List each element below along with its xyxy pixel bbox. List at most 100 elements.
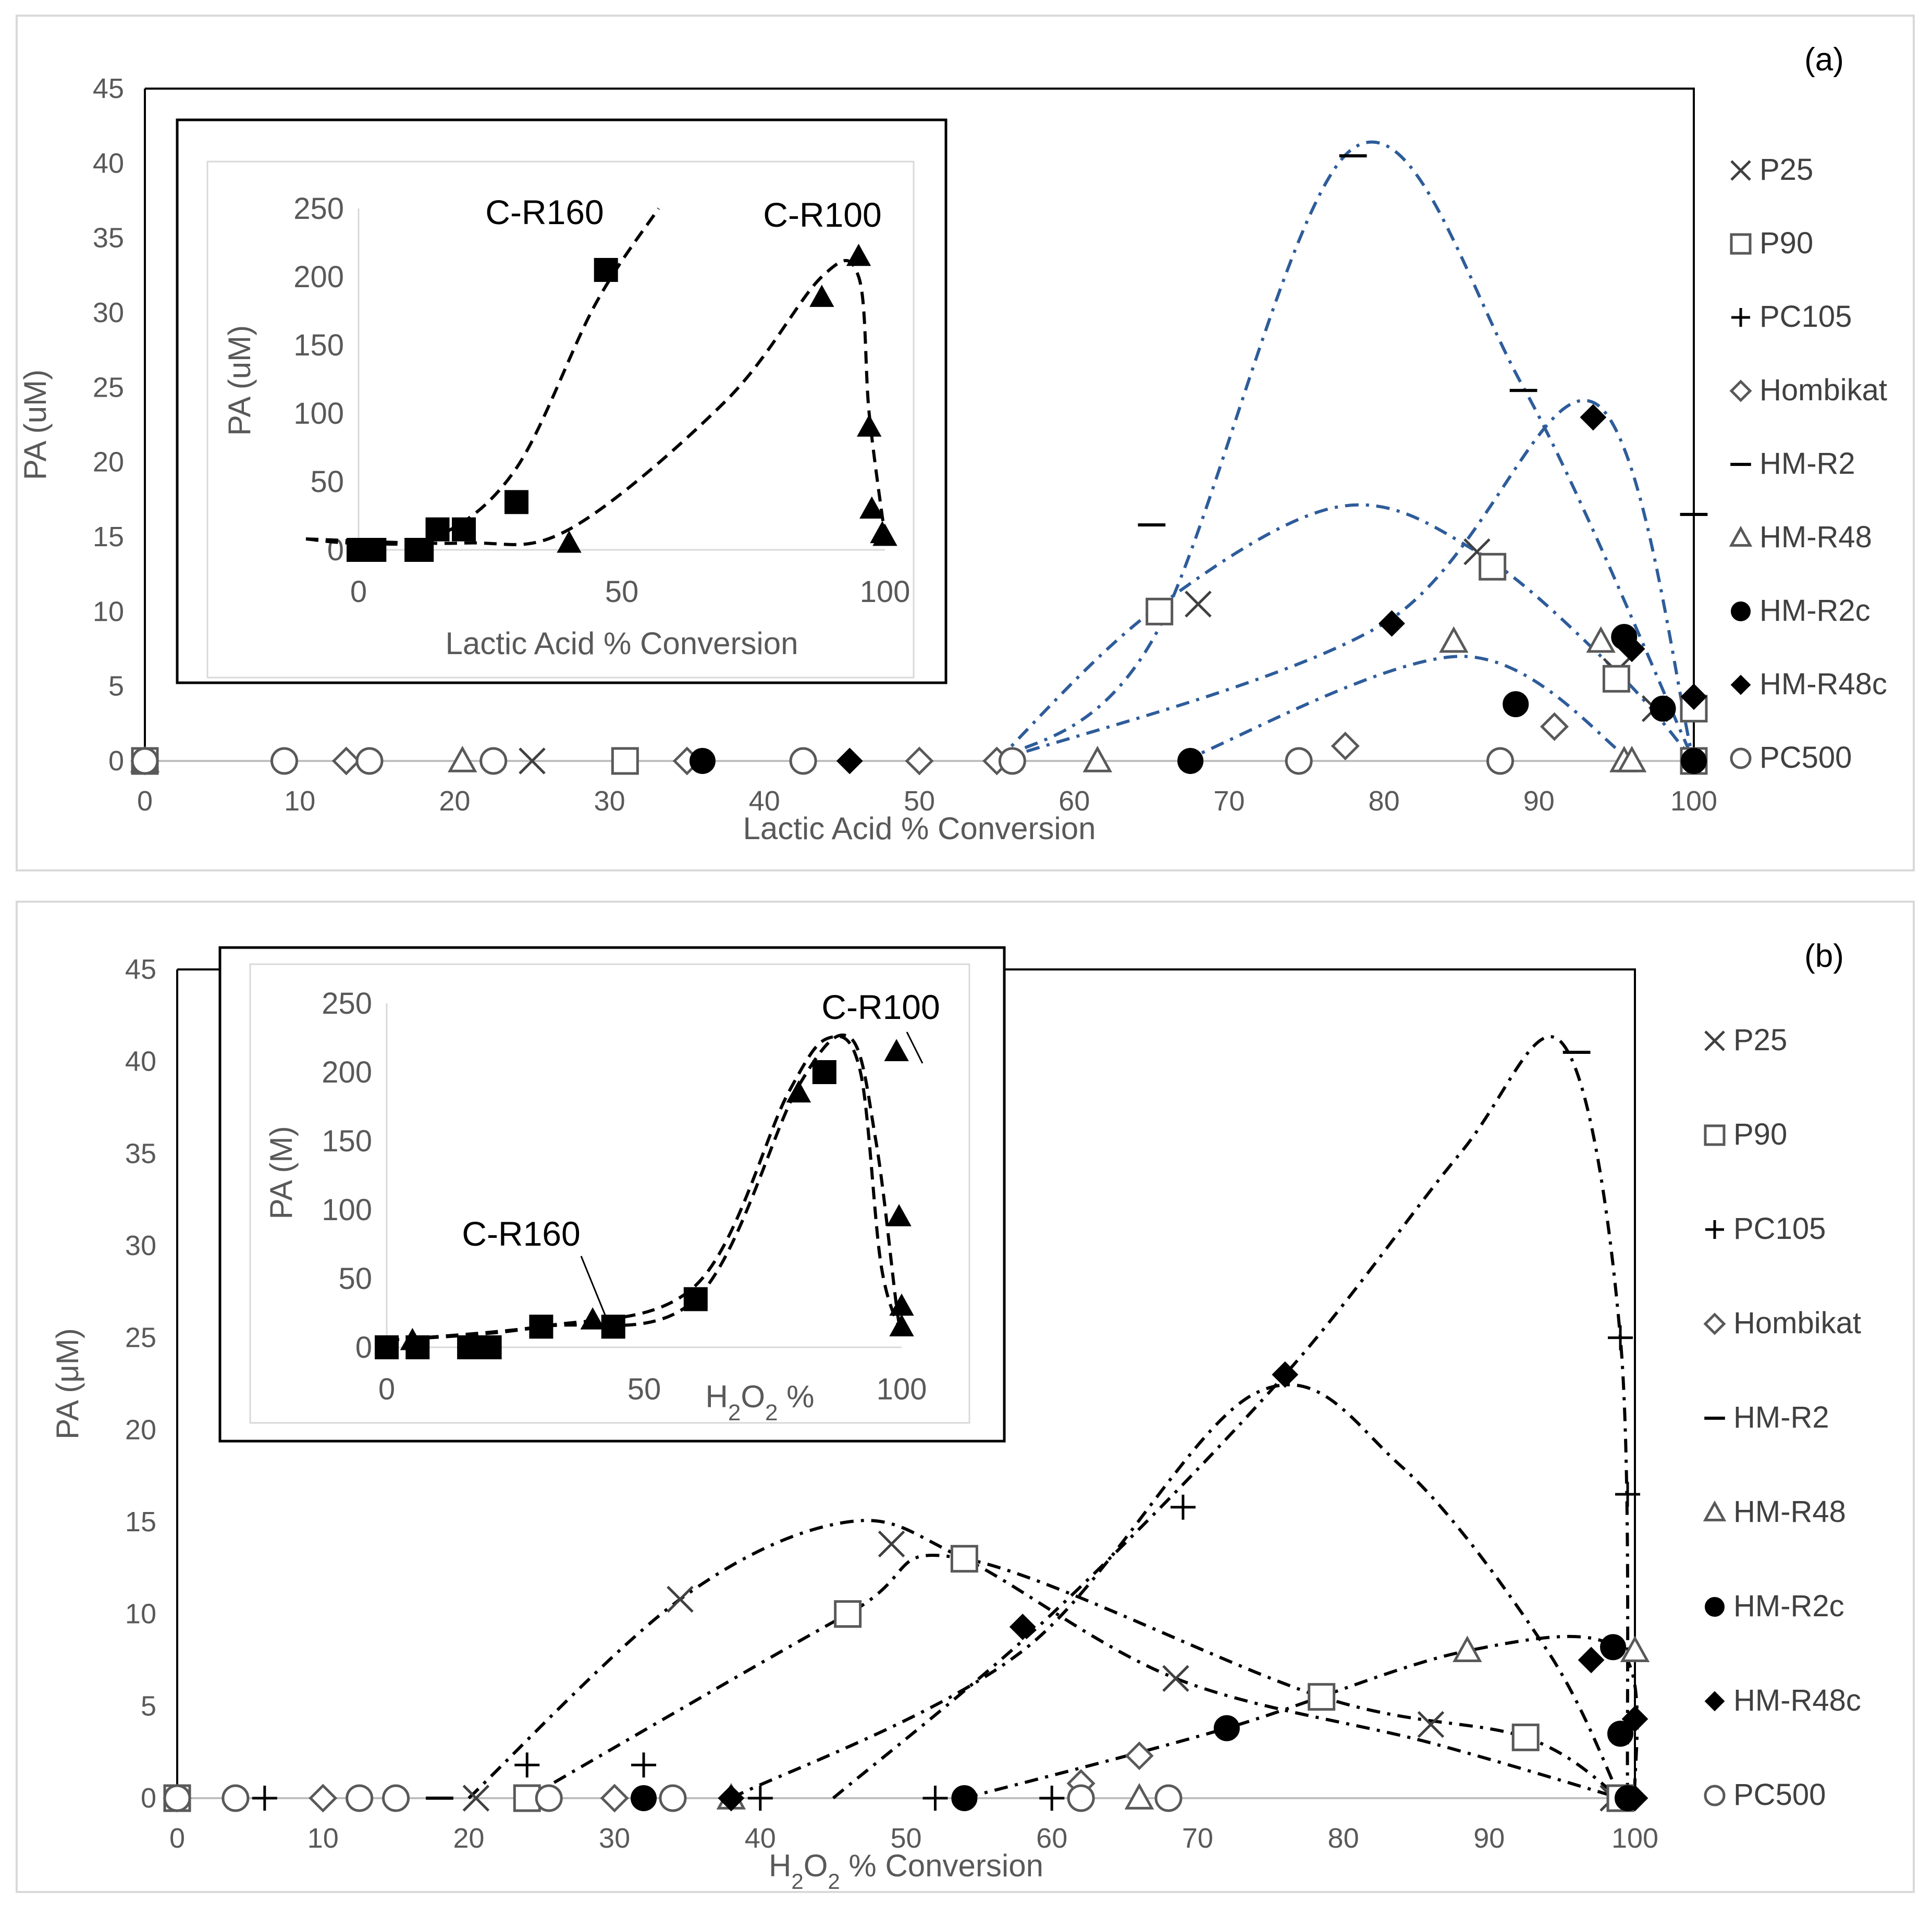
- point-hm-r48c: [1580, 404, 1607, 431]
- point-p90: [834, 1600, 862, 1628]
- point-hm-r48c: [718, 1785, 745, 1812]
- series-hm-r48c: [718, 1361, 1648, 1812]
- x-tick-label: 90: [1473, 1823, 1505, 1854]
- legend-label: HM-R48: [1733, 1495, 1846, 1529]
- point-pc105: [1615, 1482, 1641, 1507]
- y-tick-label: 30: [93, 297, 124, 328]
- legend-marker-hm-r48: [1703, 1500, 1727, 1521]
- inset-point-c-r100: [580, 1307, 605, 1330]
- point-hm-r48c: [836, 747, 863, 775]
- point-hm-r2c: [1213, 1715, 1240, 1741]
- x-tick-label: 100: [1670, 785, 1717, 817]
- inset-point-c-r160: [477, 1335, 502, 1359]
- inset-point-c-r100: [887, 1204, 912, 1226]
- point-p90: [611, 747, 639, 775]
- inset-y-tick-label: 100: [293, 397, 344, 431]
- inset-y-tick-label: 50: [310, 465, 344, 499]
- legend-item-hm-r2c: HM-R2c: [1705, 1589, 1844, 1623]
- inset-x-tick-label: 0: [350, 575, 367, 609]
- point-pc105: [1608, 1325, 1633, 1350]
- point-p25: [667, 1586, 694, 1613]
- point-p25: [1162, 1665, 1189, 1692]
- inset-series-c-r160: [347, 257, 618, 562]
- point-hm-r48c: [1009, 1613, 1036, 1640]
- legend-marker-hm-r48c: [1704, 1691, 1725, 1712]
- point-p25: [1417, 1711, 1445, 1738]
- point-p25: [878, 1530, 905, 1558]
- inset-y-tick-label: 250: [322, 987, 372, 1021]
- panel-tag: (b): [1804, 938, 1844, 974]
- legend-label: P25: [1733, 1023, 1787, 1057]
- inset-point-c-r160: [601, 1314, 625, 1339]
- inset-point-c-r160: [683, 1287, 708, 1311]
- inset-point-c-r100: [857, 414, 882, 437]
- legend-label: HM-R2c: [1759, 594, 1871, 628]
- series-hm-r48: [130, 626, 1647, 772]
- inset-point-c-r160: [425, 517, 450, 542]
- inset-inner-frame: [249, 963, 970, 1424]
- inset-point-c-r100: [872, 523, 897, 546]
- y-tick-label: 0: [108, 745, 124, 777]
- annotation-leader: [906, 1031, 924, 1064]
- x-tick-label: 20: [453, 1823, 484, 1854]
- y-tick-label: 0: [141, 1783, 156, 1814]
- inset-series-c-r100: [557, 243, 897, 553]
- inset-trend-curve: [305, 207, 660, 546]
- point-pc105: [747, 1786, 773, 1811]
- legend-marker-p25: [1730, 160, 1751, 181]
- inset: 0 50 100 150 200 250 0 50 100 Lactic Acid % Conve…: [176, 118, 947, 684]
- inset-y-tick-label: 200: [293, 260, 344, 294]
- legend-marker-pc105: [1705, 1220, 1724, 1239]
- point-pc500: [479, 747, 508, 775]
- x-tick-label: 0: [137, 785, 153, 817]
- inset-point-c-r100: [557, 530, 582, 553]
- inset-annotation-c-r160: C-R160: [485, 193, 604, 231]
- inset-annotation-c-r160: C-R160: [462, 1214, 580, 1253]
- x-tick-label: 40: [745, 1823, 776, 1854]
- y-tick-label: 10: [125, 1599, 156, 1630]
- point-hm-r48: [1453, 1636, 1482, 1663]
- y-tick-label: 10: [93, 596, 124, 627]
- x-tick-label: 50: [904, 785, 935, 817]
- point-pc500: [659, 1784, 687, 1812]
- inset-x-axis-title-part: 2: [728, 1400, 741, 1425]
- inset-y-tick-label: 50: [338, 1262, 372, 1296]
- series-hm-r2: [1138, 154, 1708, 527]
- point-hombikat: [1331, 731, 1360, 760]
- legend-item-hm-r48c: HM-R48c: [1730, 667, 1887, 701]
- inset-x-tick-label: 0: [378, 1372, 395, 1406]
- point-hm-r48c: [1272, 1361, 1299, 1388]
- inset-y-tick-label: 200: [322, 1055, 372, 1089]
- legend-item-p90: P90: [1730, 226, 1813, 260]
- legend-marker-pc500: [1730, 747, 1752, 769]
- y-tick-label: 25: [93, 372, 124, 403]
- legend-item-p25: P25: [1704, 1023, 1787, 1057]
- legend-label: P90: [1759, 226, 1813, 260]
- y-tick-label: 5: [141, 1690, 156, 1722]
- inset-y-tick-label: 150: [293, 328, 344, 362]
- legend-marker-hombikat: [1703, 1312, 1726, 1335]
- y-axis-title: PA (μM): [50, 1328, 85, 1439]
- plot-border: [145, 88, 1695, 761]
- legend-label: P90: [1733, 1117, 1787, 1151]
- point-p90: [1308, 1683, 1336, 1711]
- legend-label: HM-R2: [1733, 1400, 1829, 1434]
- point-pc500: [346, 1784, 374, 1812]
- point-hm-r48: [1617, 745, 1647, 772]
- legend-label: HM-R48c: [1733, 1683, 1861, 1717]
- x-tick-label: 0: [169, 1823, 185, 1854]
- inset-point-c-r100: [846, 243, 871, 266]
- inset-trend-curve: [305, 259, 887, 546]
- x-tick-label: 70: [1182, 1823, 1213, 1854]
- legend-marker-hm-r2c: [1731, 601, 1751, 621]
- legend-label: PC500: [1759, 741, 1852, 775]
- legend-label: HM-R2c: [1733, 1589, 1844, 1623]
- legend-marker-pc105: [1731, 308, 1750, 327]
- inset-y-tick-label: 100: [322, 1193, 372, 1227]
- inset-point-c-r160: [812, 1060, 836, 1084]
- legend-label: HM-R2: [1759, 447, 1855, 481]
- x-axis-title-part: % Conversion: [840, 1848, 1043, 1883]
- point-hm-r48c: [1379, 610, 1405, 637]
- y-tick-label: 45: [93, 73, 124, 104]
